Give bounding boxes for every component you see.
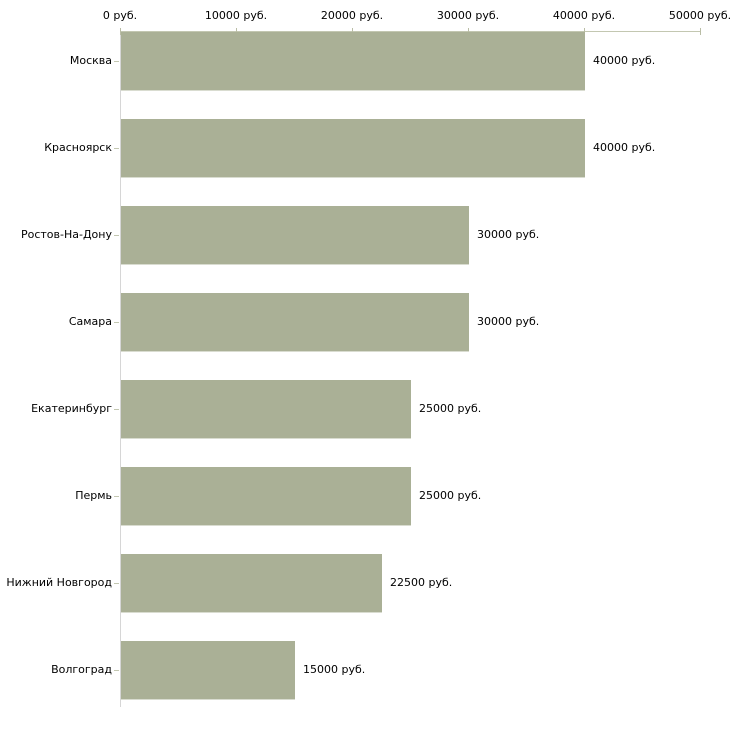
bar (121, 380, 411, 439)
category-label: Ростов-На-Дону (20, 228, 112, 241)
x-axis-line (120, 31, 700, 32)
x-axis-tick-label: 40000 руб. (552, 9, 616, 22)
x-axis-tick (120, 28, 121, 35)
category-tick (114, 409, 119, 410)
y-axis-line (120, 31, 121, 707)
x-axis-tick (236, 28, 237, 35)
x-axis-tick-label: 30000 руб. (436, 9, 500, 22)
category-label: Пермь (75, 489, 112, 502)
category-tick (114, 61, 119, 62)
category-label: Нижний Новгород (6, 576, 112, 589)
category-tick (114, 583, 119, 584)
category-label: Екатеринбург (31, 402, 112, 415)
bar-value-label: 40000 руб. (593, 141, 656, 154)
category-label: Москва (69, 54, 112, 67)
category-tick (114, 235, 119, 236)
bar (121, 206, 469, 265)
category-label: Волгоград (51, 663, 112, 676)
x-axis-tick-label: 50000 руб. (668, 9, 730, 22)
bar-value-label: 25000 руб. (419, 489, 482, 502)
bar (121, 554, 382, 613)
bar (121, 32, 585, 91)
bar (121, 641, 295, 700)
category-label: Самара (68, 315, 112, 328)
bar-value-label: 25000 руб. (419, 402, 482, 415)
bar-value-label: 30000 руб. (477, 228, 540, 241)
x-axis-tick (584, 28, 585, 35)
bar-value-label: 30000 руб. (477, 315, 540, 328)
category-tick (114, 322, 119, 323)
x-axis-tick (352, 28, 353, 35)
x-axis-tick-label: 0 руб. (102, 9, 138, 22)
x-axis-tick-label: 10000 руб. (204, 9, 268, 22)
bar-value-label: 40000 руб. (593, 54, 656, 67)
x-axis-tick (700, 28, 701, 35)
category-label: Красноярск (44, 141, 112, 154)
bar (121, 467, 411, 526)
bar (121, 119, 585, 178)
bar (121, 293, 469, 352)
category-tick (114, 670, 119, 671)
x-axis-tick-label: 20000 руб. (320, 9, 384, 22)
x-axis-tick (468, 28, 469, 35)
category-tick (114, 148, 119, 149)
bar-value-label: 15000 руб. (303, 663, 366, 676)
category-tick (114, 496, 119, 497)
bar-value-label: 22500 руб. (390, 576, 453, 589)
